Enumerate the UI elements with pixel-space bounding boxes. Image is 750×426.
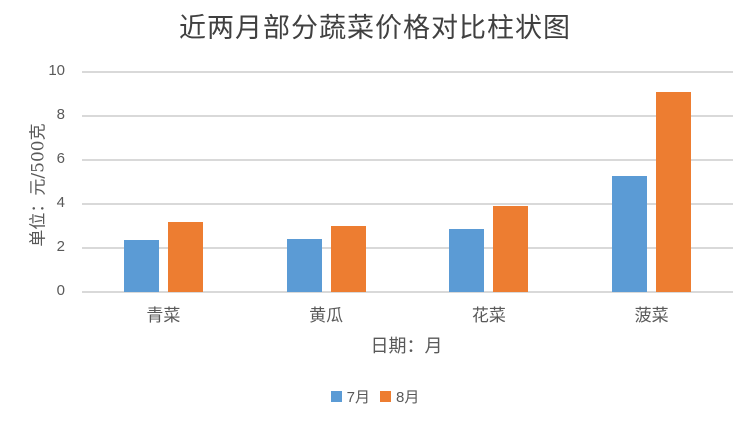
y-tick-label: 10 — [48, 61, 65, 79]
gridline — [82, 290, 733, 293]
y-tick-label: 6 — [56, 149, 65, 167]
y-tick-label: 8 — [56, 105, 65, 123]
gridline — [82, 202, 733, 205]
bar-7月-青菜 — [123, 239, 159, 292]
plot-area: 0 2 4 6 8 10 青菜 黄瓜 花菜 菠菜 — [48, 62, 733, 326]
gridline — [82, 158, 733, 161]
chart-title: 近两月部分蔬菜价格对比柱状图 — [179, 13, 571, 44]
legend-item: 8月 — [380, 386, 419, 407]
y-axis-label: 单位：元/500克 — [28, 123, 49, 247]
y-tick-label: 2 — [56, 237, 65, 255]
gridline — [82, 246, 733, 249]
legend-swatch-icon — [380, 391, 391, 402]
legend-label: 8月 — [396, 389, 420, 406]
y-tick-label: 0 — [56, 281, 65, 299]
legend-swatch-icon — [330, 391, 342, 402]
bar-8月-青菜 — [167, 221, 203, 292]
bar-7月-菠菜 — [612, 175, 648, 292]
bar-8月-花菜 — [493, 205, 529, 292]
x-category-label: 黄瓜 — [309, 305, 344, 326]
legend-item: 7月 — [330, 386, 370, 407]
gridline — [82, 70, 733, 73]
legend-label: 7月 — [346, 389, 370, 406]
gridline — [82, 114, 733, 117]
legend: 7月 8月 — [0, 386, 750, 407]
x-category-label: 菠菜 — [634, 305, 669, 326]
bar-7月-花菜 — [449, 228, 485, 292]
x-axis-label: 日期：月 — [370, 336, 443, 357]
bar-8月-菠菜 — [656, 91, 692, 292]
bar-8月-黄瓜 — [330, 226, 366, 292]
bar-7月-黄瓜 — [286, 238, 322, 292]
x-category-label: 青菜 — [146, 305, 181, 326]
y-tick-label: 4 — [56, 193, 65, 211]
x-category-label: 花菜 — [471, 305, 506, 326]
